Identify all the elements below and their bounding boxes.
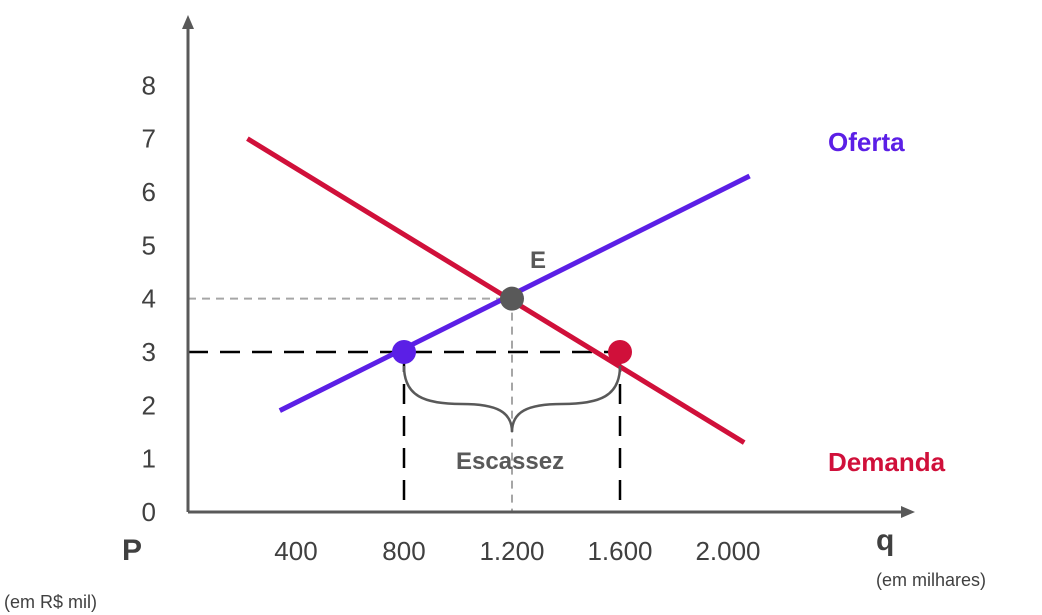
y-tick-label: 2 [142,390,156,420]
y-tick-label: 1 [142,444,156,474]
series-lines [246,136,751,445]
x-axis-arrow [901,506,915,518]
y-tick-label: 0 [142,497,156,527]
guide-lines [188,297,622,512]
demand-series-label: Demanda [828,447,946,477]
y-axis-arrow [182,15,194,29]
data-points [392,286,632,364]
y-tick-label: 3 [142,337,156,367]
x-axis-title: q [876,524,894,557]
shortage-brace-path [402,365,622,433]
equilibrium-marker [500,286,524,311]
x-axis-unit: (em milhares) [876,570,986,590]
x-tick-label: 1.200 [479,536,544,566]
shortage-brace [402,365,622,433]
y-tick-label: 4 [142,284,156,314]
equilibrium-label: E [530,247,546,274]
y-tick-label: 5 [142,230,156,260]
shortage-label: Escassez [456,448,564,475]
x-tick-labels: 400 800 1.200 1.600 2.000 [274,536,760,566]
demanda-line [246,136,746,445]
x-tick-label: 400 [274,536,317,566]
y-tick-labels: 0 1 2 3 4 5 6 7 8 [142,70,156,527]
supply-series-label: Oferta [828,127,905,157]
x-tick-label: 800 [382,536,425,566]
y-tick-label: 8 [142,70,156,100]
x-tick-label: 1.600 [587,536,652,566]
y-tick-label: 7 [142,124,156,154]
supply-point-marker [392,340,416,364]
y-axis-title: P [122,534,142,567]
x-tick-label: 2.000 [695,536,760,566]
demand-point-marker [608,340,632,364]
y-axis-unit: (em R$ mil) [4,592,97,612]
y-tick-label: 6 [142,177,156,207]
